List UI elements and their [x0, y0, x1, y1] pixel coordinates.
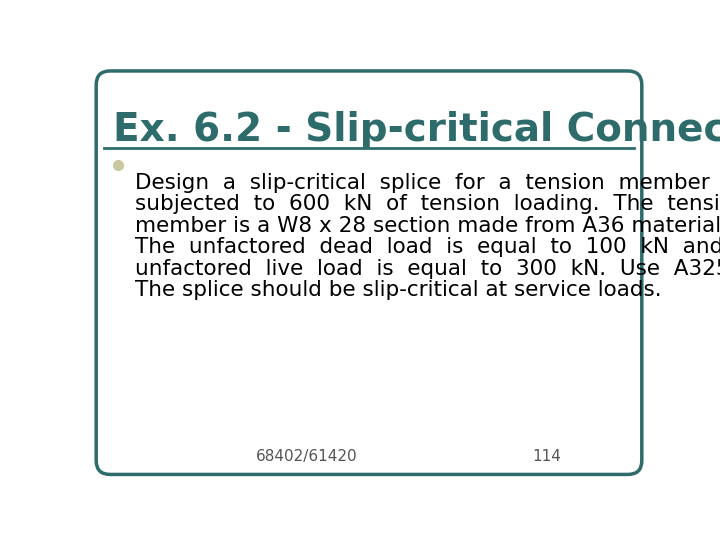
Text: member is a W8 x 28 section made from A36 material.: member is a W8 x 28 section made from A3…	[135, 215, 720, 236]
Text: The splice should be slip-critical at service loads.: The splice should be slip-critical at se…	[135, 280, 662, 300]
Text: unfactored  live  load  is  equal  to  300  kN.  Use  A325  bolts.: unfactored live load is equal to 300 kN.…	[135, 259, 720, 279]
Text: Ex. 6.2 - Slip-critical Connections: Ex. 6.2 - Slip-critical Connections	[113, 111, 720, 149]
Text: 114: 114	[533, 449, 562, 464]
Text: The  unfactored  dead  load  is  equal  to  100  kN  and  the: The unfactored dead load is equal to 100…	[135, 237, 720, 257]
FancyBboxPatch shape	[96, 71, 642, 475]
Text: 68402/61420: 68402/61420	[256, 449, 358, 464]
Text: Design  a  slip-critical  splice  for  a  tension  member: Design a slip-critical splice for a tens…	[135, 173, 710, 193]
Text: subjected  to  600  kN  of  tension  loading.  The  tension: subjected to 600 kN of tension loading. …	[135, 194, 720, 214]
